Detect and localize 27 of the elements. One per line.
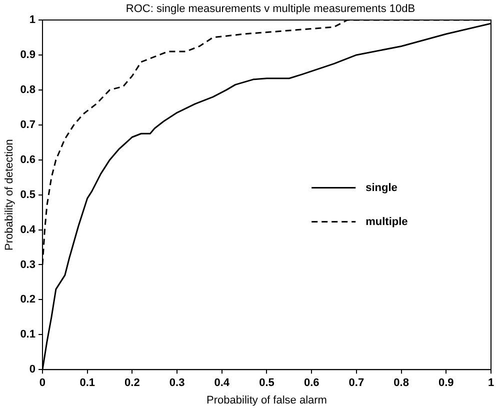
x-tick-label: 0.5 xyxy=(259,377,274,390)
x-tick-label: 0.2 xyxy=(124,377,140,390)
chart-title: ROC: single measurements v multiple measurements 10dB xyxy=(124,3,416,15)
x-tick-label: 0.1 xyxy=(80,377,95,390)
x-tick-label: 0.4 xyxy=(214,377,230,390)
legend-label: multiple xyxy=(366,216,408,228)
x-tick-label: 1 xyxy=(488,377,494,390)
x-tick-label: 0.3 xyxy=(169,377,185,390)
y-tick-label: 0.5 xyxy=(20,188,36,201)
y-tick-label: 0 xyxy=(29,364,36,376)
x-tick-label: 0.6 xyxy=(304,377,320,390)
y-tick-label: 0.2 xyxy=(20,294,36,306)
legend-label: single xyxy=(366,182,398,194)
x-tick-label: 0.7 xyxy=(348,377,364,390)
y-tick-label: 1 xyxy=(29,14,36,26)
y-tick-label: 0.3 xyxy=(20,258,36,271)
x-tick-label: 0 xyxy=(39,377,46,390)
x-axis-title: Probability of false alarm xyxy=(206,394,327,406)
x-tick-label: 0.8 xyxy=(394,377,409,390)
y-tick-label: 0.9 xyxy=(20,48,36,61)
y-axis-title: Probability of detection xyxy=(4,139,16,250)
y-tick-label: 0.6 xyxy=(20,154,36,166)
y-tick-label: 0.8 xyxy=(20,84,36,96)
y-tick-label: 0.1 xyxy=(20,328,36,341)
y-tick-label: 0.7 xyxy=(20,118,36,131)
x-tick-label: 0.9 xyxy=(438,377,454,390)
y-tick-label: 0.4 xyxy=(20,224,36,236)
